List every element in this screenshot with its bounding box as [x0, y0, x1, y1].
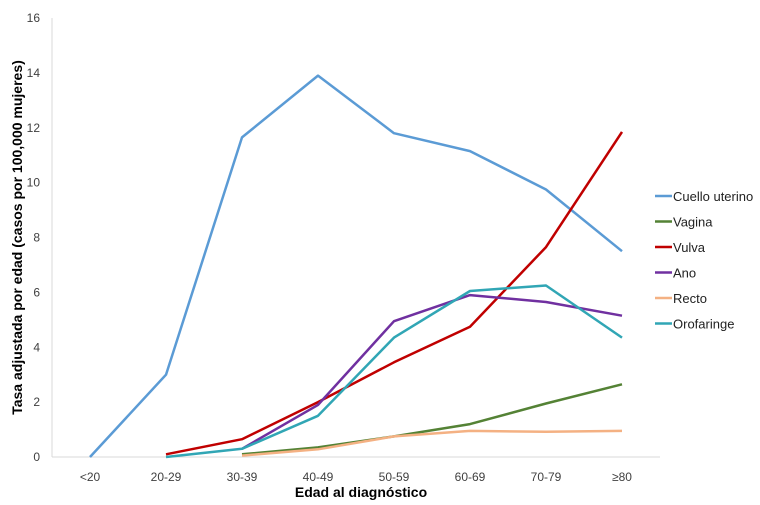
series-line-ano [241, 293, 623, 450]
series-line-vagina [241, 383, 623, 456]
legend-label: Cuello uterino [673, 189, 753, 204]
y-tick-label: 16 [27, 11, 41, 25]
x-tick-label: 70-79 [531, 470, 562, 484]
x-tick-label: 60-69 [455, 470, 486, 484]
x-tick-label: 30-39 [227, 470, 258, 484]
x-tick-label: 20-29 [151, 470, 182, 484]
legend-label: Vulva [673, 240, 706, 255]
y-axis-title: Tasa adjustada por edad (casos por 100,0… [9, 60, 25, 415]
x-tick-label: ≥80 [612, 470, 632, 484]
y-tick-label: 12 [27, 121, 41, 135]
legend-label: Ano [673, 266, 696, 281]
y-tick-label: 2 [33, 395, 40, 409]
x-tick-label: 50-59 [379, 470, 410, 484]
legend-label: Orofaringe [673, 317, 734, 332]
series-line-cuello-uterino [89, 74, 623, 458]
series-line-vulva [165, 131, 624, 456]
legend-label: Vagina [673, 215, 713, 230]
y-tick-label: 6 [33, 285, 40, 299]
y-tick-label: 4 [33, 340, 40, 354]
y-tick-label: 14 [27, 66, 41, 80]
legend-label: Recto [673, 291, 707, 306]
series-line-recto [241, 429, 623, 457]
y-tick-label: 8 [33, 231, 40, 245]
x-tick-label: <20 [80, 470, 101, 484]
x-tick-label: 40-49 [303, 470, 334, 484]
y-tick-label: 10 [27, 176, 41, 190]
x-axis-title: Edad al diagnóstico [295, 484, 427, 500]
y-tick-label: 0 [33, 450, 40, 464]
